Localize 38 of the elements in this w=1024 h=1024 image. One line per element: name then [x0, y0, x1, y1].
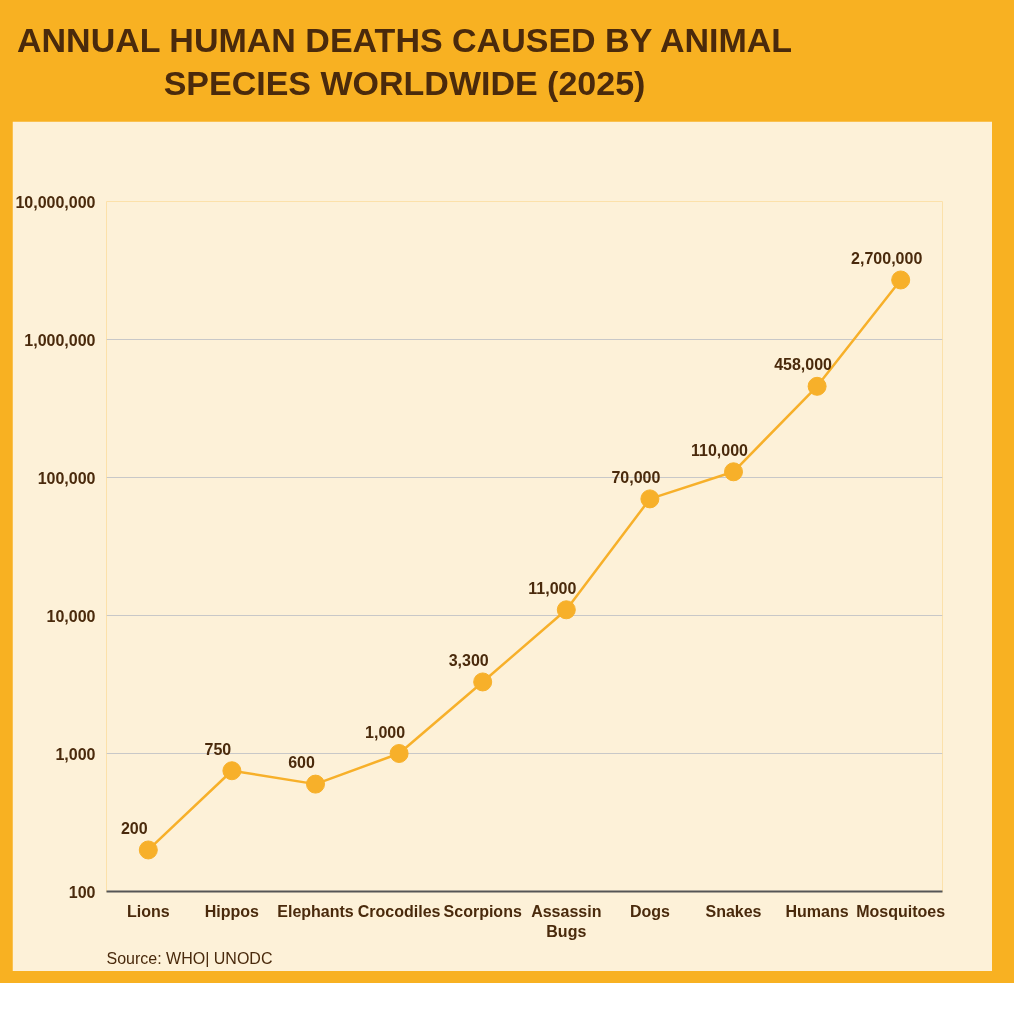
- y-tick-label: 1,000,000: [24, 331, 96, 349]
- data-label: 600: [288, 754, 315, 772]
- chart-title: ANNUAL HUMAN DEATHS CAUSED BY ANIMAL SPECIES WORLDWIDE (2025): [17, 20, 793, 104]
- data-label: 110,000: [691, 441, 749, 459]
- x-tick-label: Mosquitoes: [856, 902, 946, 920]
- data-label: 750: [204, 740, 232, 758]
- point: [724, 462, 743, 482]
- x-tick-label: Elephants: [277, 902, 354, 920]
- x-tick-label: Hippos: [204, 902, 260, 920]
- point: [891, 270, 911, 290]
- point: [138, 840, 158, 860]
- x-tick-label: Snakes: [705, 902, 762, 920]
- data-label: 200: [120, 819, 148, 837]
- x-tick-label: Crocodiles: [357, 902, 441, 920]
- point: [807, 376, 827, 396]
- data-label: 11,000: [528, 579, 577, 597]
- x-tick-label: Dogs: [629, 902, 670, 920]
- y-tick-label: 10,000: [46, 607, 96, 625]
- data-label: 70,000: [611, 468, 661, 486]
- point: [306, 774, 325, 794]
- point: [389, 744, 409, 763]
- y-tick-label: 100,000: [37, 469, 96, 487]
- point: [556, 600, 576, 620]
- point: [473, 672, 493, 692]
- data-label: 1,000: [365, 723, 406, 741]
- point: [222, 761, 242, 781]
- point: [640, 489, 660, 509]
- x-tick-label: Scorpions: [443, 902, 522, 920]
- y-tick-label: 1,000: [55, 745, 96, 763]
- data-label: 2,700,000: [851, 249, 923, 267]
- x-tick-label: Humans: [785, 902, 849, 920]
- data-label: 458,000: [774, 356, 833, 374]
- x-tick-label: Assassin Bugs: [531, 902, 602, 940]
- source-note: Source: WHO| UNODC: [106, 949, 273, 967]
- y-tick-label: 100: [68, 883, 96, 901]
- x-tick-label: Lions: [126, 902, 170, 920]
- data-label: 3,300: [448, 651, 489, 669]
- y-tick-label: 10,000,000: [15, 193, 96, 211]
